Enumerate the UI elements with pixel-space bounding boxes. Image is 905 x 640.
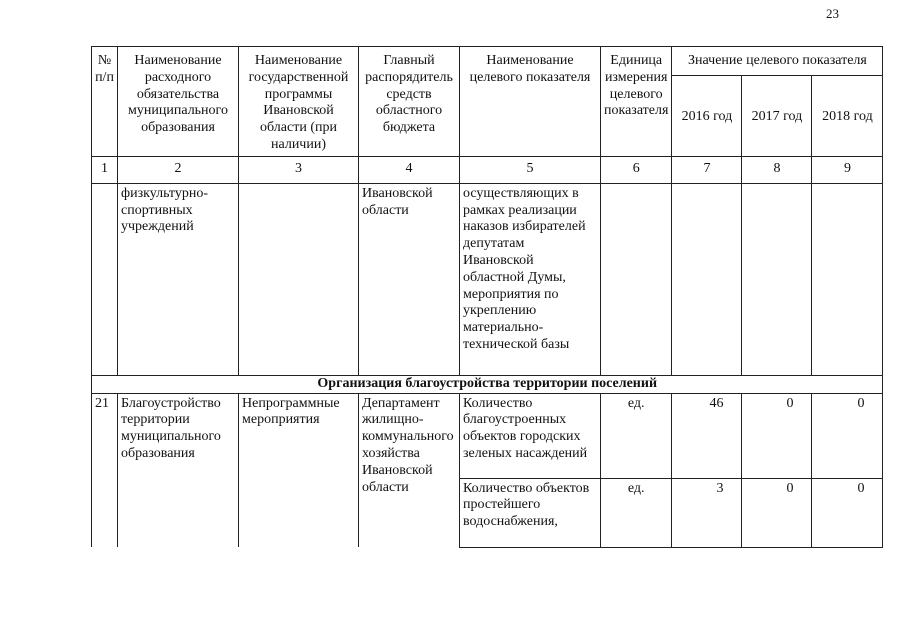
cell-2018: 0 bbox=[811, 392, 884, 479]
col-num: 8 bbox=[741, 155, 813, 184]
cell-2016: 3 bbox=[671, 477, 743, 548]
col-num: 5 bbox=[459, 155, 601, 184]
col-num: 9 bbox=[811, 155, 884, 184]
cell-2017: 0 bbox=[741, 477, 813, 548]
section-title: Организация благоустройства территории п… bbox=[90, 374, 884, 394]
section-row: Организация благоустройства территории п… bbox=[90, 374, 884, 394]
cell-manager: Департамент жилищно-коммунального хозяйс… bbox=[358, 392, 460, 548]
cell-2016: 46 bbox=[671, 392, 743, 479]
col-num: 3 bbox=[238, 155, 359, 184]
page-number: 23 bbox=[826, 6, 839, 21]
cell-2018: 0 bbox=[811, 477, 884, 548]
header-2017: 2017 год bbox=[741, 75, 813, 157]
cell-obligation: физкультурно-спортивных учреждений bbox=[117, 182, 239, 376]
cell-indicator: Количество благоустроенных объектов горо… bbox=[459, 392, 601, 479]
table-row: 21 Благоустройство территории муниципаль… bbox=[91, 392, 884, 548]
header-manager: Главный распорядитель средств областного… bbox=[358, 46, 460, 157]
header-obligation: Наименование расходного обязательства му… bbox=[117, 46, 239, 157]
header-indicator: Наименование целевого показателя bbox=[459, 46, 601, 157]
header-no: № п/п bbox=[91, 46, 118, 157]
cell-manager: Ивановской области bbox=[358, 182, 460, 376]
col-num: 2 bbox=[117, 155, 239, 184]
cell-no: 21 bbox=[91, 392, 118, 548]
cell-program: Непрограммные мероприятия bbox=[238, 392, 359, 548]
cell-unit: ед. bbox=[599, 392, 673, 479]
header-row: № п/п Наименование расходного обязательс… bbox=[91, 46, 884, 157]
cell-indicator: осуществляющих в рамках реализации наказ… bbox=[459, 182, 601, 376]
cell-indicator: Количество объектов простейшего водоснаб… bbox=[459, 477, 601, 548]
target-indicators-table: № п/п Наименование расходного обязательс… bbox=[90, 46, 884, 548]
table-row: физкультурно-спортивных учреждений Ивано… bbox=[91, 182, 884, 376]
col-num: 7 bbox=[671, 155, 743, 184]
column-numbers-row: 1 2 3 4 5 6 7 8 9 bbox=[91, 155, 884, 184]
header-unit: Единица измерения целевого показателя bbox=[599, 46, 673, 157]
col-num: 1 bbox=[91, 155, 118, 184]
header-value-group: Значение целевого показателя bbox=[671, 46, 884, 76]
col-num: 6 bbox=[599, 155, 673, 184]
header-2016: 2016 год bbox=[671, 75, 743, 157]
cell-unit: ед. bbox=[599, 477, 673, 548]
col-num: 4 bbox=[358, 155, 460, 184]
cell-obligation: Благоустройство территории муниципальног… bbox=[117, 392, 239, 548]
table-row: Количество объектов простейшего водоснаб… bbox=[92, 477, 884, 548]
header-program: Наименование государственной программы И… bbox=[238, 46, 359, 157]
cell-2017: 0 bbox=[741, 392, 813, 479]
header-2018: 2018 год bbox=[811, 75, 884, 157]
